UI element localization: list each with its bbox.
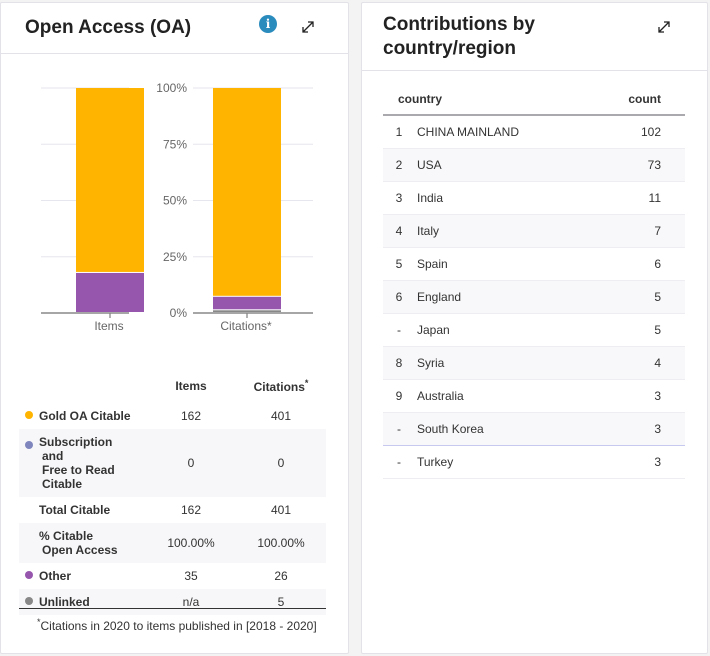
bar-segment-other[interactable] xyxy=(76,272,144,312)
legend-dot-subscription-icon xyxy=(25,441,33,449)
open-access-card: Open Access (OA) i 0% 25% 50% 75% 100% Items C… xyxy=(0,2,349,654)
country-rank: 1 xyxy=(383,115,416,149)
info-icon[interactable]: i xyxy=(259,15,277,33)
y-tick-label: 25% xyxy=(163,250,187,264)
country-country: Japan xyxy=(416,313,576,347)
y-tick-label: 0% xyxy=(170,306,188,320)
country-rank: 8 xyxy=(383,346,416,380)
country-country: USA xyxy=(416,148,576,182)
y-tick-label: 75% xyxy=(163,137,187,151)
contributions-card: Contributions by country/region country … xyxy=(361,2,708,654)
country-count: 3 xyxy=(575,379,685,413)
country-country: South Korea xyxy=(416,412,576,446)
legend-dot-other-icon xyxy=(25,571,33,579)
oa-row-other: Other 35 26 xyxy=(19,563,326,589)
country-row[interactable]: - Turkey 3 xyxy=(383,445,685,479)
card-header: Contributions by country/region xyxy=(362,3,707,71)
country-rank: 2 xyxy=(383,148,416,182)
oa-stacked-bar-chart: 0% 25% 50% 75% 100% Items Citations* xyxy=(41,81,313,333)
card-title: Open Access (OA) xyxy=(25,17,192,38)
country-row[interactable]: - Japan 5 xyxy=(383,313,685,347)
header-count[interactable]: count xyxy=(575,83,685,116)
legend-dot-unlinked-icon xyxy=(25,597,33,605)
header-citations: Citations* xyxy=(253,378,309,394)
country-count: 102 xyxy=(575,115,685,149)
country-country: Australia xyxy=(416,379,576,413)
country-row[interactable]: 3 India 11 xyxy=(383,181,685,215)
oa-row-unlinked: Unlinked n/a 5 xyxy=(19,589,326,615)
y-tick-label: 100% xyxy=(156,81,187,95)
country-row[interactable]: 8 Syria 4 xyxy=(383,346,685,380)
country-rank: 3 xyxy=(383,181,416,215)
oa-row-subscription: Subscription and Free to Read Citable 0 … xyxy=(19,429,326,497)
country-count: 5 xyxy=(575,280,685,314)
country-rank: 5 xyxy=(383,247,416,281)
x-tick-label: Items xyxy=(94,319,123,333)
country-row[interactable]: 9 Australia 3 xyxy=(383,379,685,413)
header-items: Items xyxy=(175,379,207,393)
country-count: 3 xyxy=(575,412,685,446)
country-count: 11 xyxy=(575,181,685,215)
country-rank: - xyxy=(383,412,416,446)
country-row[interactable]: 4 Italy 7 xyxy=(383,214,685,248)
country-country: England xyxy=(416,280,576,314)
bar-segment-unlinked[interactable] xyxy=(213,310,281,312)
country-country: Spain xyxy=(416,247,576,281)
country-count: 6 xyxy=(575,247,685,281)
country-country: Turkey xyxy=(416,445,576,479)
country-row[interactable]: 6 England 5 xyxy=(383,280,685,314)
country-row[interactable]: 2 USA 73 xyxy=(383,148,685,182)
country-country: Italy xyxy=(416,214,576,248)
oa-row-gold: Gold OA Citable 162 401 xyxy=(19,403,326,429)
country-count: 7 xyxy=(575,214,685,248)
country-country: CHINA MAINLAND xyxy=(416,115,576,149)
country-rank: 4 xyxy=(383,214,416,248)
bar-segment-other[interactable] xyxy=(213,296,281,310)
x-tick-label: Citations* xyxy=(220,319,272,333)
country-table: country count 1 CHINA MAINLAND 102 2 USA 73 3 I… xyxy=(383,83,685,479)
country-row[interactable]: 5 Spain 6 xyxy=(383,247,685,281)
card-title: Contributions by country/region xyxy=(383,14,535,59)
oa-row-percent: % Citable Open Access 100.00% 100.00% xyxy=(19,523,326,563)
bar-segment-gold-oa-citable[interactable] xyxy=(76,88,144,272)
y-tick-label: 50% xyxy=(163,194,187,208)
country-rank: 9 xyxy=(383,379,416,413)
country-count: 73 xyxy=(575,148,685,182)
oa-row-total: Total Citable 162 401 xyxy=(39,503,292,517)
expand-icon[interactable] xyxy=(656,19,672,35)
card-header: Open Access (OA) i xyxy=(1,3,348,54)
country-row[interactable]: - South Korea 3 xyxy=(383,412,685,446)
country-row[interactable]: 1 CHINA MAINLAND 102 xyxy=(383,115,685,149)
country-country: Syria xyxy=(416,346,576,380)
legend-dot-gold-icon xyxy=(25,411,33,419)
country-rank: 6 xyxy=(383,280,416,314)
country-count: 3 xyxy=(575,445,685,479)
oa-table: Items Citations* Gold OA Citable 162 401… xyxy=(19,369,326,615)
header-country[interactable]: country xyxy=(383,83,576,116)
country-count: 5 xyxy=(575,313,685,347)
expand-icon[interactable] xyxy=(300,19,316,35)
country-rank: - xyxy=(383,313,416,347)
country-rank: - xyxy=(383,445,416,479)
oa-footnote: *Citations in 2020 to items published in… xyxy=(19,608,326,633)
country-count: 4 xyxy=(575,346,685,380)
bar-segment-gold-oa-citable[interactable] xyxy=(213,88,281,296)
country-country: India xyxy=(416,181,576,215)
